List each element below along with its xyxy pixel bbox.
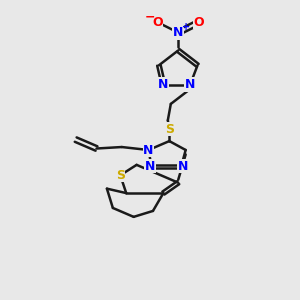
Text: N: N (178, 160, 188, 173)
Text: S: S (116, 169, 125, 182)
Text: S: S (165, 123, 174, 136)
Text: N: N (158, 78, 169, 91)
Text: N: N (185, 78, 195, 91)
Text: −: − (145, 10, 155, 23)
Text: +: + (182, 22, 190, 32)
Text: O: O (194, 16, 204, 29)
Text: N: N (173, 26, 183, 39)
Text: N: N (143, 143, 154, 157)
Text: O: O (152, 16, 163, 29)
Text: N: N (145, 160, 155, 173)
